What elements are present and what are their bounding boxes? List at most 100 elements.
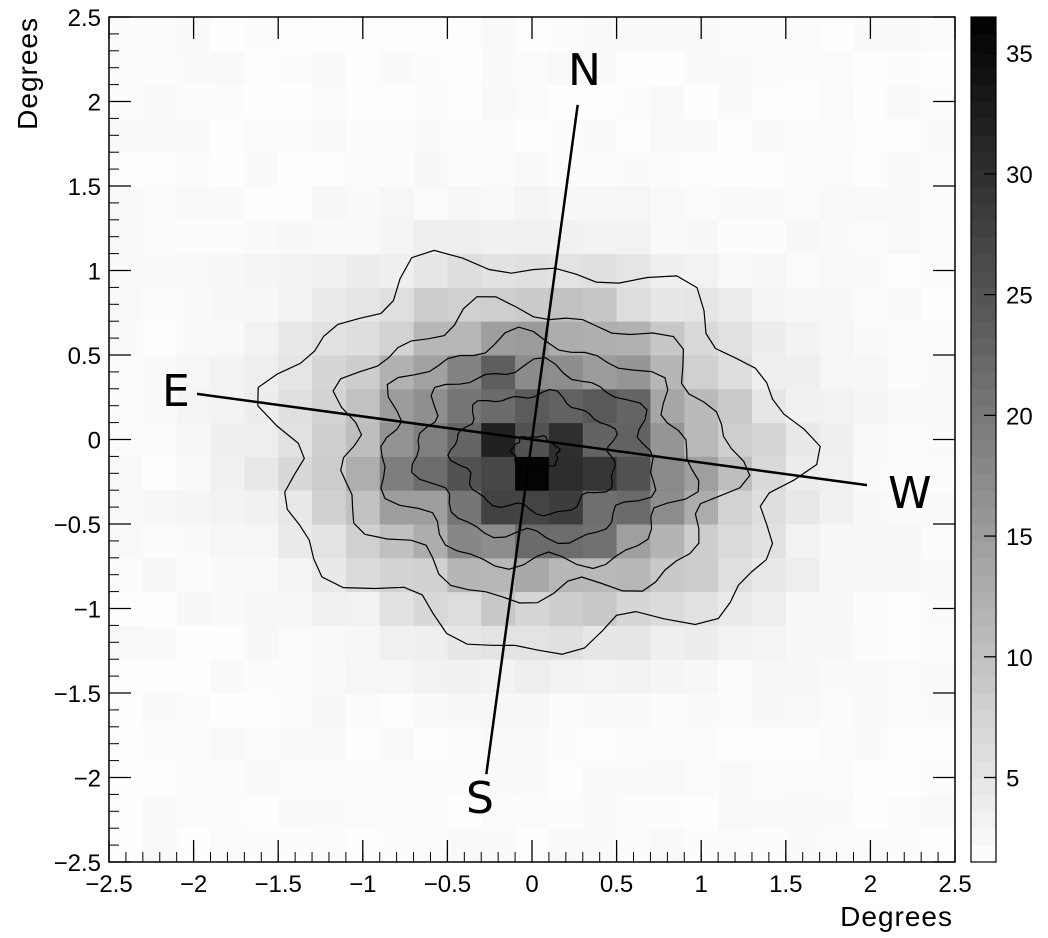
heatmap-cell [650,760,685,795]
heatmap-cell [582,693,618,728]
heatmap-cell [413,726,448,762]
heatmap-cell [142,287,178,322]
colorbar-band [971,50,996,69]
colorbar-band [971,270,996,288]
heatmap-cell [244,760,279,795]
heatmap-cell [650,186,685,221]
heatmap-cell [447,219,482,255]
heatmap-cell [853,693,888,728]
heatmap-cell [142,693,178,728]
heatmap-cell [887,422,922,457]
heatmap-cell [718,321,753,356]
heatmap-cell [887,50,922,86]
heatmap-cell [481,355,516,390]
heatmap-cell [853,422,888,457]
heatmap-cell [447,152,482,187]
heatmap-cell [853,490,888,525]
heatmap-cell [515,456,550,491]
heatmap-cell [548,422,584,457]
heatmap-cell [887,17,922,52]
heatmap-cell [548,557,584,593]
heatmap-cell [752,490,787,525]
heatmap-cell [413,186,448,221]
heatmap-cell [921,693,956,728]
heatmap-cell [616,152,651,187]
heatmap-cell [819,524,854,559]
heatmap-cell [819,726,854,762]
y-tick-label: −1.5 [54,681,101,708]
y-tick-label: 0.5 [68,343,101,370]
heatmap-cell [887,659,922,694]
heatmap-cell [853,186,888,221]
heatmap-cell [887,693,922,728]
heatmap-cell [515,591,550,626]
heatmap-cell [921,355,956,390]
colorbar-band [971,726,996,745]
heatmap-cell [142,591,178,626]
colorbar [971,17,996,863]
heatmap-cell [142,625,178,660]
heatmap-cell [481,17,516,52]
heatmap-cell [616,591,651,626]
colorbar-band [971,338,996,356]
heatmap-cell [413,388,448,424]
heatmap-cell [142,557,178,593]
heatmap-cell [819,760,854,795]
colorbar-band [971,219,996,238]
heatmap-cell [684,693,719,728]
contour-level-15 [380,326,700,570]
heatmap-cell [853,794,888,829]
heatmap-cell [752,355,787,390]
heatmap-cell [650,693,685,728]
heatmap-cell [650,17,685,52]
colorbar-band [971,524,996,542]
heatmap-cell [447,794,482,829]
heatmap-cell [718,557,753,593]
heatmap-cell [413,794,448,829]
heatmap-cell [921,726,956,762]
colorbar-ticks: 5 10 15 20 25 30 35 [984,41,1033,793]
heatmap-cell [312,625,347,660]
heatmap-cell [548,659,584,694]
colorbar-band [971,608,996,626]
heatmap-cell [176,321,211,356]
heatmap-cell [345,794,381,829]
heatmap-cell [752,17,787,52]
heatmap-cell [785,659,821,694]
compass-label-w: W [888,468,932,519]
heatmap-cell [752,726,787,762]
heatmap-cell [718,253,753,288]
heatmap-cell [379,152,414,187]
heatmap-cell [142,50,178,86]
heatmap-cell [819,693,854,728]
heatmap-cell [345,557,381,593]
x-tick-label: 1 [695,871,708,898]
heatmap-cell [684,186,719,221]
heatmap-cell [312,17,347,52]
heatmap-cell [785,321,821,356]
heatmap-cell [244,693,279,728]
y-tick-label: 2 [88,90,101,117]
heatmap-cell [718,625,753,660]
heatmap-cells [109,17,956,863]
heatmap-cell [921,557,956,593]
heatmap-cell [515,625,550,660]
heatmap-cell [718,591,753,626]
heatmap-cell [684,321,719,356]
heatmap-cell [582,84,618,119]
heatmap-cell [210,557,245,593]
heatmap-cell [684,287,719,322]
heatmap-cell [718,84,753,119]
heatmap-cell [210,321,245,356]
colorbar-tick-label: 30 [1006,162,1033,189]
colorbar-tick-label: 25 [1006,283,1033,310]
heatmap-cell [244,422,279,457]
heatmap-cell [921,456,956,491]
heatmap-cell [582,726,618,762]
heatmap-cell [582,321,618,356]
heatmap-cell [413,693,448,728]
heatmap-cell [176,726,211,762]
heatmap-cell [548,355,584,390]
heatmap-cell [548,490,584,525]
heatmap-cell [176,591,211,626]
